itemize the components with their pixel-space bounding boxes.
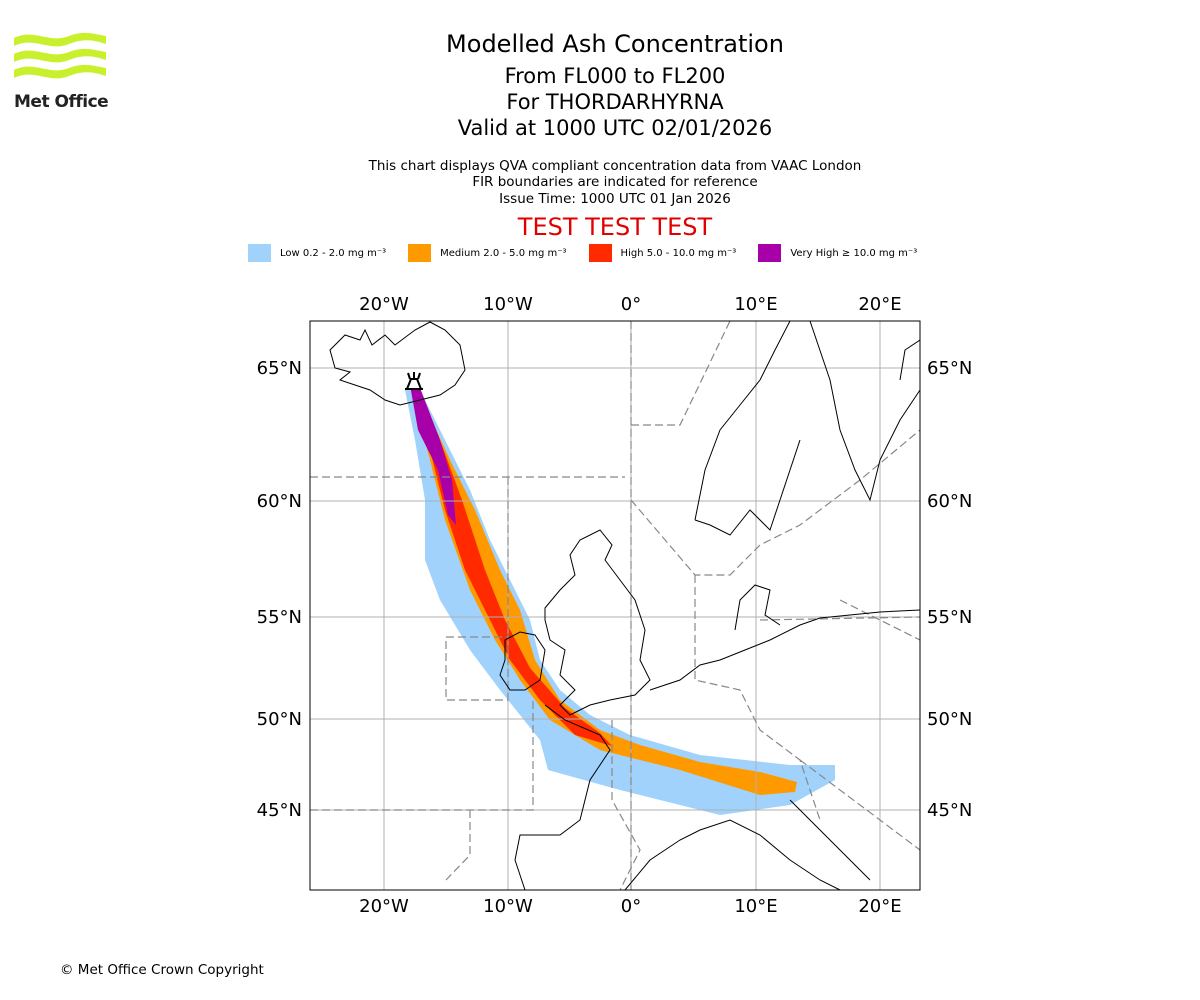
legend-item-low: Low 0.2 - 2.0 mg m⁻³ xyxy=(248,244,386,262)
coastlines xyxy=(329,321,920,890)
lat-label: 65°N xyxy=(927,358,972,379)
legend-label: Very High ≥ 10.0 mg m⁻³ xyxy=(790,247,918,259)
lat-labels-right: 65°N 60°N 55°N 50°N 45°N xyxy=(927,358,972,821)
subtitle-line: FIR boundaries are indicated for referen… xyxy=(472,174,758,190)
legend-item-medium: Medium 2.0 - 5.0 mg m⁻³ xyxy=(408,244,567,262)
flight-levels: From FL000 to FL200 xyxy=(504,64,726,88)
lon-label: 10°W xyxy=(483,896,533,917)
lat-label: 45°N xyxy=(927,800,972,821)
lon-label: 10°E xyxy=(734,294,777,315)
lon-label: 20°W xyxy=(359,294,409,315)
test-banner: TEST TEST TEST xyxy=(517,213,713,241)
lat-label: 50°N xyxy=(927,709,972,730)
met-office-logo-icon xyxy=(14,32,106,79)
lon-label: 10°W xyxy=(483,294,533,315)
lon-label: 0° xyxy=(621,896,641,917)
lon-label: 20°W xyxy=(359,896,409,917)
volcano-name: For THORDARHYRNA xyxy=(506,90,724,114)
lat-labels-left: 65°N 60°N 55°N 50°N 45°N xyxy=(257,358,302,821)
ash-very-high-area xyxy=(410,385,456,525)
legend-item-high: High 5.0 - 10.0 mg m⁻³ xyxy=(588,244,737,262)
valid-time: Valid at 1000 UTC 02/01/2026 xyxy=(457,116,773,140)
legend-swatch xyxy=(758,244,782,262)
legend: Low 0.2 - 2.0 mg m⁻³ Medium 2.0 - 5.0 mg… xyxy=(248,244,939,262)
lat-label: 45°N xyxy=(257,800,302,821)
legend-swatch xyxy=(408,244,432,262)
legend-swatch xyxy=(248,244,271,262)
volcano-icon xyxy=(405,372,423,390)
lon-label: 20°E xyxy=(858,294,901,315)
lat-label: 55°N xyxy=(257,607,302,628)
lat-label: 60°N xyxy=(927,491,972,512)
issue-time: Issue Time: 1000 UTC 01 Jan 2026 xyxy=(499,191,731,207)
fir-boundaries xyxy=(310,321,920,890)
lon-labels-bottom: 20°W 10°W 0° 10°E 20°E xyxy=(359,896,901,917)
legend-item-very-high: Very High ≥ 10.0 mg m⁻³ xyxy=(758,244,917,262)
copyright: © Met Office Crown Copyright xyxy=(60,962,264,978)
legend-label: High 5.0 - 10.0 mg m⁻³ xyxy=(620,247,737,259)
subtitle-line: This chart displays QVA compliant concen… xyxy=(368,158,862,174)
chart-title: Modelled Ash Concentration xyxy=(446,30,784,58)
lon-label: 10°E xyxy=(734,896,777,917)
lat-label: 55°N xyxy=(927,607,972,628)
lon-label: 20°E xyxy=(858,896,901,917)
lat-label: 60°N xyxy=(257,491,302,512)
lat-label: 50°N xyxy=(257,709,302,730)
lon-label: 0° xyxy=(621,294,641,315)
lon-labels-top: 20°W 10°W 0° 10°E 20°E xyxy=(359,294,901,315)
legend-label: Low 0.2 - 2.0 mg m⁻³ xyxy=(280,247,387,259)
logo-text: Met Office xyxy=(14,92,109,112)
legend-swatch xyxy=(588,244,612,262)
lat-label: 65°N xyxy=(257,358,302,379)
map-frame xyxy=(309,320,921,891)
legend-label: Medium 2.0 - 5.0 mg m⁻³ xyxy=(440,247,567,259)
